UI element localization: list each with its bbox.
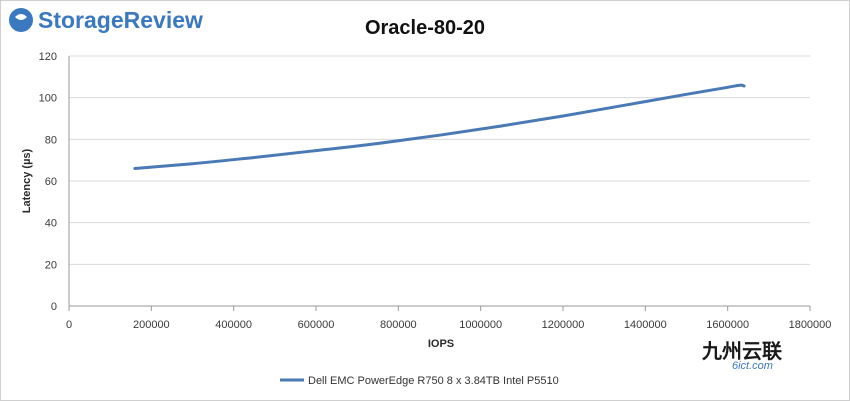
- x-tick-label: 1600000: [706, 319, 749, 331]
- storagereview-logo: StorageReview: [9, 7, 203, 33]
- x-tick-label: 0: [66, 319, 72, 331]
- x-tick-label: 1000000: [459, 319, 502, 331]
- y-tick-label: 80: [45, 134, 57, 146]
- x-tick-label: 800000: [380, 319, 417, 331]
- series-line-0: [133, 83, 746, 170]
- y-tick-label: 120: [39, 51, 57, 63]
- y-axis-title: Latency (µs): [21, 148, 33, 213]
- watermark-main: 九州云联: [701, 340, 782, 363]
- legend: Dell EMC PowerEdge R750 8 x 3.84TB Intel…: [280, 375, 559, 387]
- gridlines: [68, 55, 811, 311]
- x-tick-label: 600000: [298, 319, 335, 331]
- series-layer: [133, 83, 746, 170]
- chart-title: Oracle-80-20: [365, 17, 485, 39]
- y-tick-labels: 0 20 40 60 80 100 120: [39, 51, 57, 313]
- y-tick-label: 100: [39, 93, 57, 105]
- legend-label: Dell EMC PowerEdge R750 8 x 3.84TB Intel…: [308, 375, 559, 387]
- y-tick-label: 60: [45, 176, 57, 188]
- logo-icon-detail: [15, 14, 27, 20]
- x-tick-label: 1200000: [542, 319, 585, 331]
- watermark-sub: 6ict.com: [732, 360, 773, 372]
- logo-text: StorageReview: [38, 7, 203, 33]
- x-tick-label: 200000: [133, 319, 170, 331]
- axes: [68, 56, 810, 307]
- x-tick-labels: 0 200000 400000 600000 800000 1000000 1200000 1…: [66, 319, 831, 331]
- y-tick-label: 0: [51, 301, 57, 313]
- y-tick-label: 40: [45, 218, 57, 230]
- y-tick-label: 20: [45, 259, 57, 271]
- x-tick-label: 1400000: [624, 319, 667, 331]
- x-tick-label: 400000: [215, 319, 252, 331]
- x-tick-label: 1800000: [789, 319, 832, 331]
- watermark: 九州云联 6ict.com: [701, 340, 782, 372]
- x-axis-title: IOPS: [428, 338, 454, 350]
